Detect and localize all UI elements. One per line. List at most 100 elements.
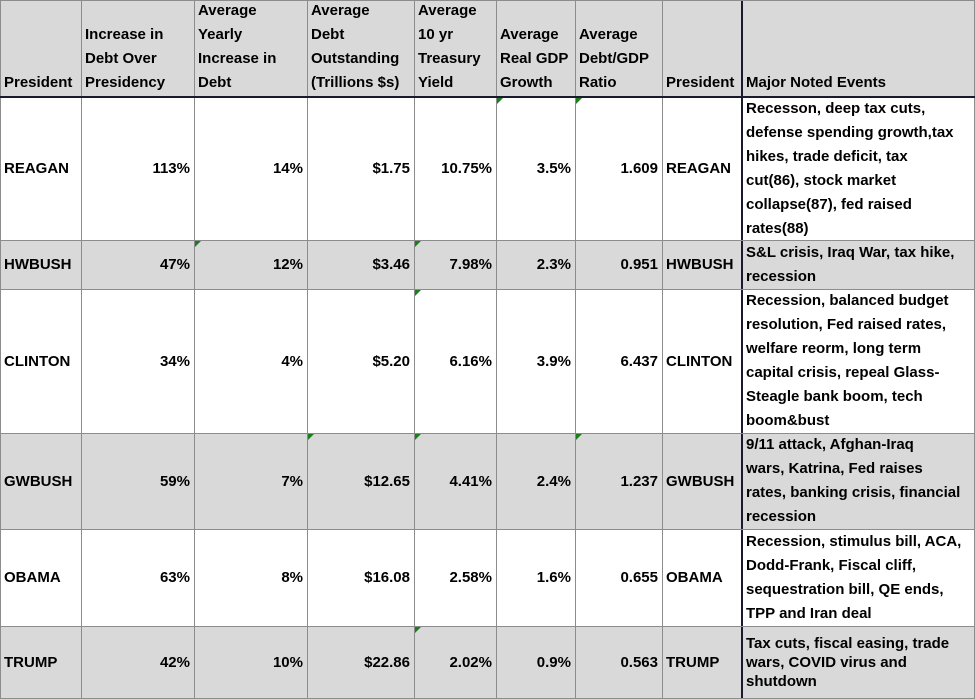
cell-value: OBAMA	[666, 569, 723, 586]
header-line: Presidency	[85, 74, 166, 91]
cell-value: TRUMP	[4, 654, 58, 671]
header-line: Ratio	[579, 74, 617, 91]
cell-value: 59%	[159, 472, 190, 490]
cell-value: $22.86	[364, 654, 410, 671]
cell-value: $1.75	[372, 160, 410, 177]
cell-avg-yearly-increase: 10%	[194, 626, 307, 699]
header-line: Average	[500, 26, 559, 43]
cell-major-events: Recession, balanced budget resolution, Fe…	[742, 289, 975, 433]
cell-value: HWBUSH	[666, 256, 734, 273]
event-line: collapse(87), fed raised	[746, 195, 912, 213]
cell-comment-marker	[415, 290, 421, 296]
column-divider	[414, 0, 415, 699]
cell-value: 0.951	[620, 256, 658, 273]
cell-value: 7.98%	[449, 256, 492, 273]
header-line: Debt	[198, 74, 232, 91]
cell-major-events: S&L crisis, Iraq War, tax hike, recession	[742, 240, 975, 289]
cell-avg-10yr-yield: 4.41%	[414, 433, 496, 529]
cell-debt-increase: 47%	[81, 240, 194, 289]
column-divider	[496, 0, 497, 699]
cell-comment-marker	[415, 434, 421, 440]
events-text: Recesson, deep tax cuts, defense spending…	[746, 97, 954, 240]
header-line: Average	[198, 2, 257, 19]
cell-comment-marker	[497, 98, 503, 104]
cell-value: 0.563	[620, 654, 658, 671]
cell-president: REAGAN	[0, 97, 81, 240]
table-row: CLINTON 34% 4% $5.20 6.16% 3.9% 6.437 CLINTON Re…	[0, 289, 975, 433]
cell-president: TRUMP	[0, 626, 81, 699]
header-major-events: Major Noted Events	[742, 0, 975, 97]
header-line: Real GDP	[500, 50, 569, 67]
events-text: Tax cuts, fiscal easing, trade wars, COVI…	[746, 634, 949, 691]
event-line: resolution, Fed raised rates,	[746, 316, 947, 333]
header-debt-increase-text: Increase in Debt Over Presidency	[85, 23, 165, 95]
cell-value: 6.16%	[449, 352, 492, 370]
cell-president-repeat: TRUMP	[662, 626, 742, 699]
event-line: boom&bust	[746, 412, 830, 429]
cell-avg-real-gdp-growth: 1.6%	[496, 529, 575, 626]
header-line: Debt Over	[85, 50, 157, 67]
table-row: REAGAN 113% 14% $1.75 10.75% 3.5% 1.609 REAGAN R…	[0, 97, 975, 240]
header-line: Debt/GDP	[579, 50, 650, 67]
header-line: Increase in	[85, 26, 164, 43]
event-line: Recession, stimulus bill, ACA,	[746, 532, 962, 550]
cell-major-events: Recession, stimulus bill, ACA, Dodd-Frank…	[742, 529, 975, 626]
cell-value: 3.5%	[536, 160, 571, 177]
events-text: 9/11 attack, Afghan-Iraq wars, Katrina, F…	[746, 433, 960, 529]
row-divider	[0, 240, 975, 241]
header-line: Average	[311, 2, 370, 19]
cell-value: HWBUSH	[4, 256, 72, 273]
cell-value: REAGAN	[4, 160, 70, 177]
cell-major-events: Recesson, deep tax cuts, defense spending…	[742, 97, 975, 240]
header-line: Treasury	[418, 50, 481, 67]
cell-avg-debt-gdp-ratio: 1.237	[575, 433, 662, 529]
cell-value: 2.3%	[536, 256, 571, 273]
cell-value: 1.6%	[536, 569, 571, 586]
cell-value: 3.9%	[536, 352, 571, 370]
column-divider	[307, 0, 308, 699]
header-major-events-text: Major Noted Events	[746, 74, 887, 91]
header-line: Yearly	[198, 26, 243, 43]
event-line: recession	[746, 508, 817, 525]
header-president: President	[0, 0, 81, 97]
cell-value: 10.75%	[441, 160, 492, 177]
cell-value: 34%	[159, 352, 190, 370]
header-president-repeat: President	[662, 0, 742, 97]
row-divider	[0, 529, 975, 530]
cell-debt-increase: 42%	[81, 626, 194, 699]
header-avg-debt-gdp-ratio-text: Average Debt/GDP Ratio	[579, 23, 649, 95]
cell-major-events: 9/11 attack, Afghan-Iraq wars, Katrina, F…	[742, 433, 975, 529]
cell-value: 6.437	[620, 352, 658, 370]
cell-avg-debt-outstanding: $16.08	[307, 529, 414, 626]
cell-president: OBAMA	[0, 529, 81, 626]
row-divider	[0, 289, 975, 290]
cell-avg-10yr-yield: 2.58%	[414, 529, 496, 626]
cell-avg-yearly-increase: 7%	[194, 433, 307, 529]
event-line: rates(88)	[746, 219, 809, 237]
event-line: wars, COVID virus and	[746, 654, 907, 671]
cell-president: HWBUSH	[0, 240, 81, 289]
cell-value: 14%	[272, 160, 303, 177]
cell-avg-real-gdp-growth: 3.5%	[496, 97, 575, 240]
header-line: Increase in	[198, 50, 277, 67]
event-line: Recession, balanced budget	[746, 292, 949, 309]
header-debt-increase: Increase in Debt Over Presidency	[81, 0, 194, 97]
cell-avg-real-gdp-growth: 3.9%	[496, 289, 575, 433]
cell-avg-debt-outstanding: $3.46	[307, 240, 414, 289]
cell-president: GWBUSH	[0, 433, 81, 529]
events-text: Recession, stimulus bill, ACA, Dodd-Frank…	[746, 530, 961, 626]
cell-avg-10yr-yield: 2.02%	[414, 626, 496, 699]
header-line: Average	[579, 26, 638, 43]
cell-value: CLINTON	[4, 352, 71, 370]
table-row: TRUMP 42% 10% $22.86 2.02% 0.9% 0.563 TRUMP Tax …	[0, 626, 975, 699]
cell-avg-debt-gdp-ratio: 0.563	[575, 626, 662, 699]
event-line: Dodd-Frank, Fiscal cliff,	[746, 556, 917, 574]
cell-value: 47%	[159, 256, 190, 273]
cell-value: REAGAN	[666, 160, 732, 177]
cell-value: 2.4%	[536, 472, 571, 490]
cell-value: 113%	[152, 160, 190, 177]
cell-debt-increase: 113%	[81, 97, 194, 240]
event-line: S&L crisis, Iraq War, tax hike,	[746, 243, 955, 261]
header-avg-10yr-yield: Average 10 yr Treasury Yield	[414, 0, 496, 97]
